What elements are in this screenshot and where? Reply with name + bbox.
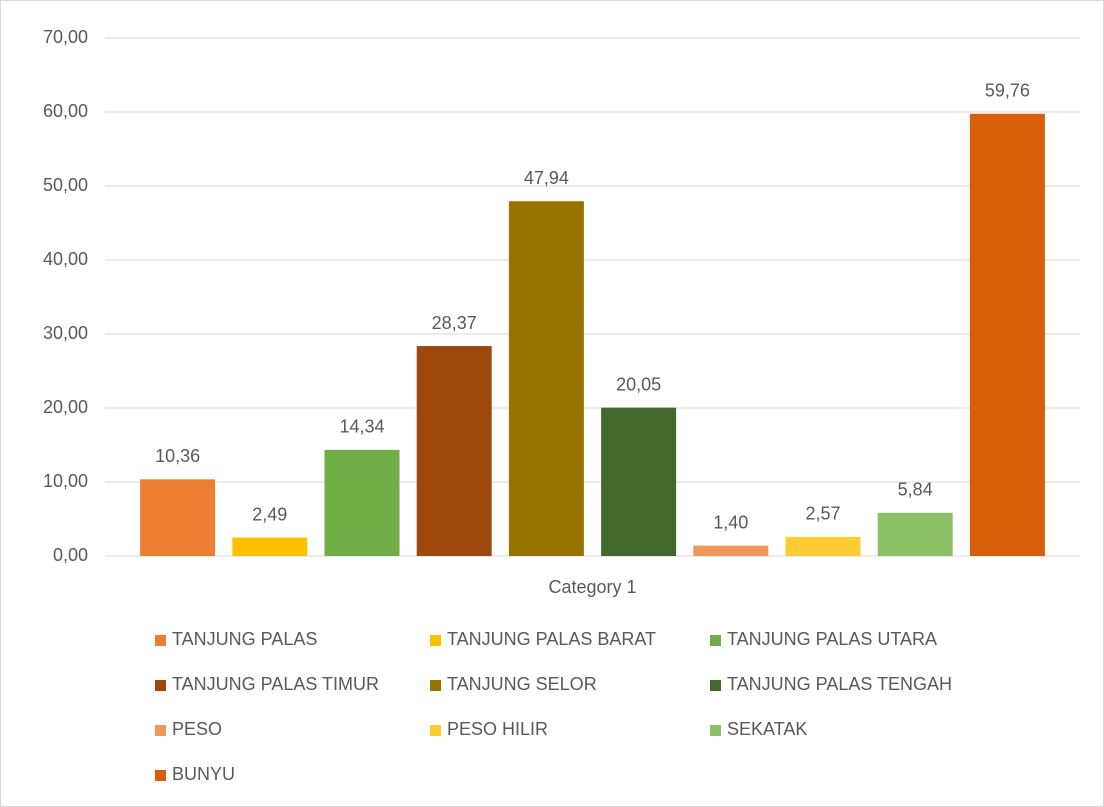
value-label: 10,36 <box>155 446 200 466</box>
y-tick-label: 0,00 <box>53 545 88 565</box>
value-label: 5,84 <box>898 480 933 500</box>
bar <box>508 201 584 556</box>
bar <box>785 536 861 556</box>
y-tick-label: 10,00 <box>43 471 88 491</box>
legend-swatch <box>710 725 721 736</box>
legend-label: TANJUNG PALAS TENGAH <box>727 674 952 694</box>
legend-label: BUNYU <box>172 764 235 784</box>
y-tick-label: 50,00 <box>43 175 88 195</box>
legend-swatch <box>430 725 441 736</box>
bar <box>877 512 953 556</box>
value-label: 47,94 <box>524 168 569 188</box>
value-label: 2,49 <box>252 504 287 524</box>
y-tick-label: 70,00 <box>43 27 88 47</box>
bar <box>416 346 492 556</box>
y-tick-label: 30,00 <box>43 323 88 343</box>
legend-swatch <box>155 635 166 646</box>
value-label: 2,57 <box>805 504 840 524</box>
legend-swatch <box>430 680 441 691</box>
legend-label: TANJUNG PALAS BARAT <box>447 629 656 649</box>
value-label: 28,37 <box>432 313 477 333</box>
legend-swatch <box>155 680 166 691</box>
bar <box>324 449 400 556</box>
legend-label: SEKATAK <box>727 719 807 739</box>
legend-label: PESO <box>172 719 222 739</box>
y-tick-label: 20,00 <box>43 397 88 417</box>
legend-swatch <box>155 725 166 736</box>
legend-label: PESO HILIR <box>447 719 548 739</box>
legend-label: TANJUNG PALAS TIMUR <box>172 674 379 694</box>
legend-swatch <box>710 635 721 646</box>
legend-label: TANJUNG PALAS UTARA <box>727 629 937 649</box>
y-tick-label: 40,00 <box>43 249 88 269</box>
legend-swatch <box>155 770 166 781</box>
legend-swatch <box>710 680 721 691</box>
bar <box>601 407 677 556</box>
value-label: 59,76 <box>985 81 1030 101</box>
legend-label: TANJUNG PALAS <box>172 629 317 649</box>
value-label: 14,34 <box>339 417 384 437</box>
value-label: 20,05 <box>616 374 661 394</box>
x-tick-label: Category 1 <box>548 577 636 597</box>
legend-label: TANJUNG SELOR <box>447 674 597 694</box>
legend-swatch <box>430 635 441 646</box>
value-label: 1,40 <box>713 512 748 532</box>
bar <box>140 479 216 556</box>
y-tick-label: 60,00 <box>43 101 88 121</box>
bar <box>693 545 769 556</box>
bar <box>232 537 308 556</box>
bar <box>969 113 1045 556</box>
